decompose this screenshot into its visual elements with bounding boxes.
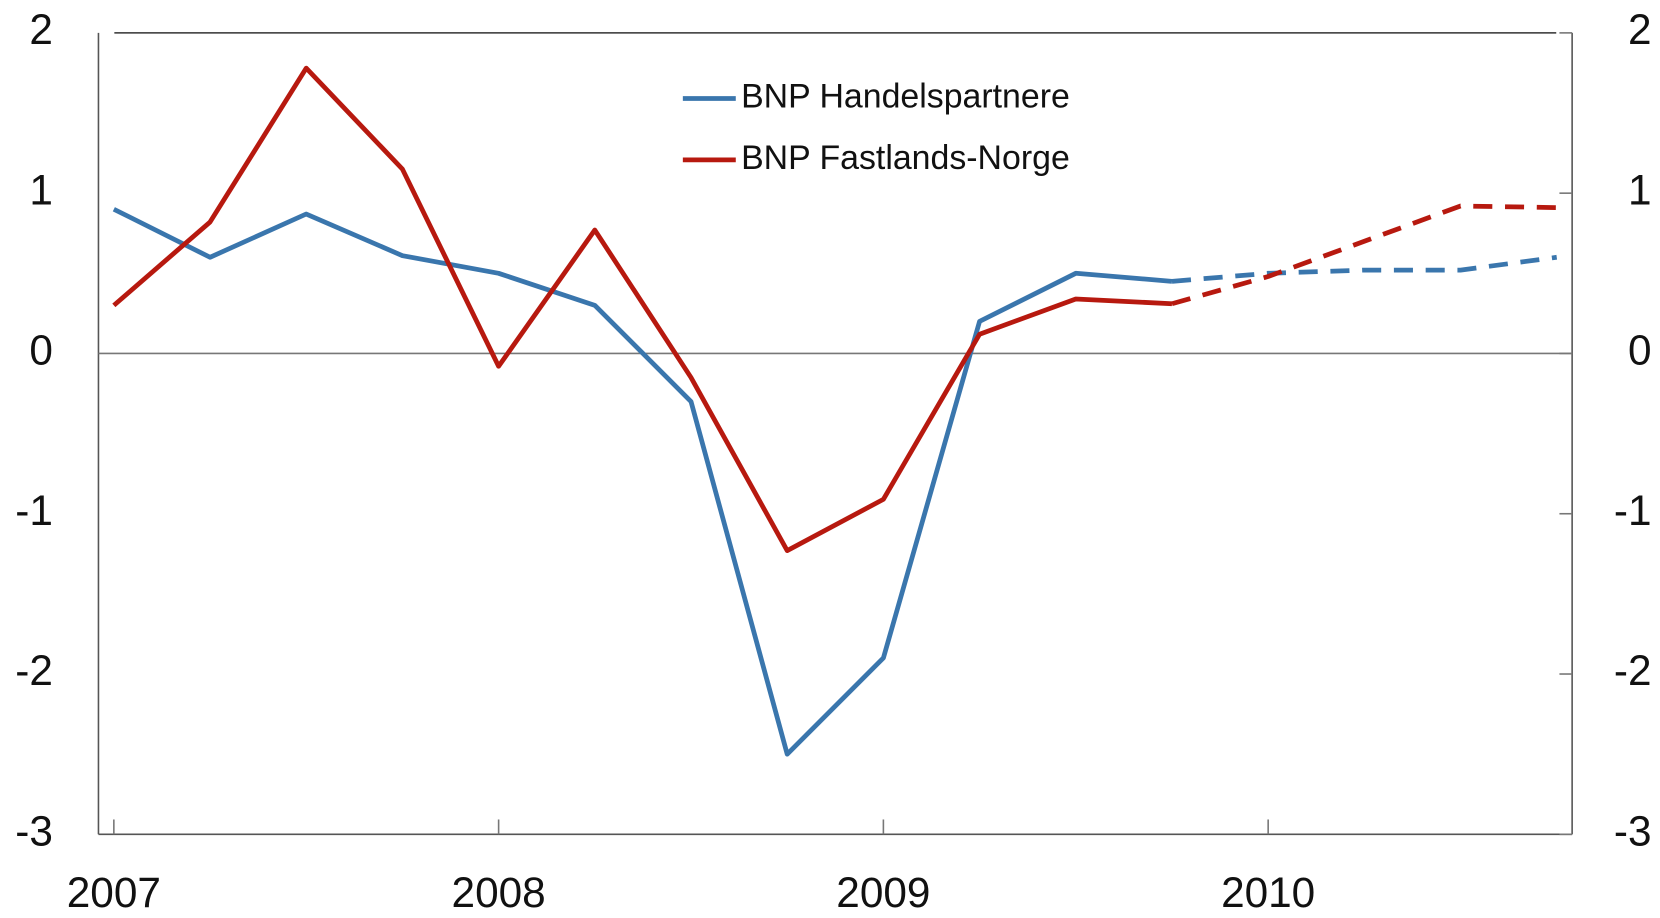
x-tick-label: 2007: [67, 869, 161, 916]
y-tick-label: 0: [29, 327, 53, 374]
y2-tick-label: 2: [1628, 6, 1652, 53]
x-tick-label: 2008: [452, 869, 546, 916]
y-tick-label: -1: [15, 487, 53, 534]
series-line: [112, 65, 1173, 553]
y2-tick-label: -2: [1614, 647, 1652, 694]
forecast-line: [1171, 254, 1558, 284]
y-tick-label: -2: [15, 647, 53, 694]
series-line: [112, 207, 1173, 757]
y-tick-label: -3: [15, 807, 53, 854]
y2-tick-label: 0: [1628, 327, 1652, 374]
legend-label: BNP Fastlands-Norge: [741, 139, 1070, 177]
forecast-line: [1171, 203, 1557, 307]
y2-tick-label: -1: [1614, 487, 1652, 534]
y2-tick-label: 1: [1628, 166, 1652, 213]
x-tick-label: 2010: [1221, 869, 1315, 916]
y-tick-label: 1: [29, 166, 53, 213]
legend-label: BNP Handelspartnere: [741, 77, 1070, 115]
y2-tick-label: -3: [1614, 807, 1652, 854]
y-tick-label: 2: [29, 6, 53, 53]
x-tick-label: 2009: [836, 869, 930, 916]
